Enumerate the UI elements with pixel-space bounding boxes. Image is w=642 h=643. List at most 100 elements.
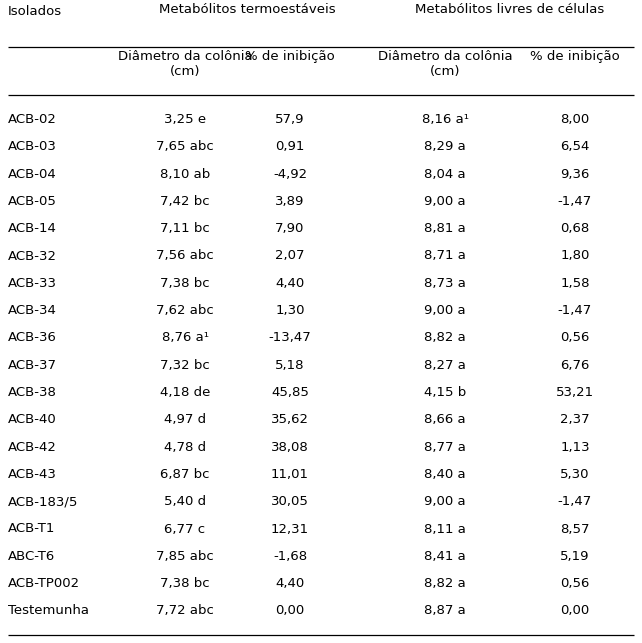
Text: -1,68: -1,68 [273,550,307,563]
Text: ACB-36: ACB-36 [8,331,57,345]
Text: % de inibição: % de inibição [245,50,335,63]
Text: ACB-37: ACB-37 [8,359,57,372]
Text: -13,47: -13,47 [268,331,311,345]
Text: ACB-04: ACB-04 [8,168,56,181]
Text: 8,29 a: 8,29 a [424,140,466,153]
Text: 8,77 a: 8,77 a [424,440,466,453]
Text: ACB-02: ACB-02 [8,113,57,126]
Text: 9,00 a: 9,00 a [424,495,466,508]
Text: 9,00 a: 9,00 a [424,195,466,208]
Text: -1,47: -1,47 [558,304,592,317]
Text: Testemunha: Testemunha [8,604,89,617]
Text: ACB-183/5: ACB-183/5 [8,495,78,508]
Text: ACB-38: ACB-38 [8,386,57,399]
Text: 8,11 a: 8,11 a [424,523,466,536]
Text: -4,92: -4,92 [273,168,307,181]
Text: 0,00: 0,00 [560,604,589,617]
Text: 9,00 a: 9,00 a [424,304,466,317]
Text: 7,62 abc: 7,62 abc [156,304,214,317]
Text: 8,76 a¹: 8,76 a¹ [162,331,209,345]
Text: 3,25 e: 3,25 e [164,113,206,126]
Text: -1,47: -1,47 [558,495,592,508]
Text: 3,89: 3,89 [275,195,305,208]
Text: 35,62: 35,62 [271,413,309,426]
Text: 4,78 d: 4,78 d [164,440,206,453]
Text: 2,07: 2,07 [275,249,305,262]
Text: 0,68: 0,68 [560,222,589,235]
Text: ABC-T6: ABC-T6 [8,550,55,563]
Text: 8,82 a: 8,82 a [424,577,466,590]
Text: ACB-14: ACB-14 [8,222,57,235]
Text: 8,04 a: 8,04 a [424,168,466,181]
Text: 4,97 d: 4,97 d [164,413,206,426]
Text: ACB-42: ACB-42 [8,440,57,453]
Text: 7,42 bc: 7,42 bc [160,195,210,208]
Text: 7,65 abc: 7,65 abc [156,140,214,153]
Text: 8,82 a: 8,82 a [424,331,466,345]
Text: 8,71 a: 8,71 a [424,249,466,262]
Text: 57,9: 57,9 [275,113,305,126]
Text: 6,54: 6,54 [560,140,590,153]
Text: 5,40 d: 5,40 d [164,495,206,508]
Text: Metabólitos termoestáveis: Metabólitos termoestáveis [159,3,336,16]
Text: 8,10 ab: 8,10 ab [160,168,210,181]
Text: 30,05: 30,05 [271,495,309,508]
Text: 8,87 a: 8,87 a [424,604,466,617]
Text: ACB-43: ACB-43 [8,468,57,481]
Text: 6,87 bc: 6,87 bc [160,468,210,481]
Text: 12,31: 12,31 [271,523,309,536]
Text: 8,27 a: 8,27 a [424,359,466,372]
Text: 8,40 a: 8,40 a [424,468,466,481]
Text: ACB-32: ACB-32 [8,249,57,262]
Text: 7,90: 7,90 [275,222,305,235]
Text: 7,85 abc: 7,85 abc [156,550,214,563]
Text: 8,81 a: 8,81 a [424,222,466,235]
Text: 1,58: 1,58 [560,276,590,290]
Text: 4,18 de: 4,18 de [160,386,210,399]
Text: 7,56 abc: 7,56 abc [156,249,214,262]
Text: 7,32 bc: 7,32 bc [160,359,210,372]
Text: 7,11 bc: 7,11 bc [160,222,210,235]
Text: 8,73 a: 8,73 a [424,276,466,290]
Text: Metabólitos livres de células: Metabólitos livres de células [415,3,605,16]
Text: 6,76: 6,76 [560,359,590,372]
Text: ACB-33: ACB-33 [8,276,57,290]
Text: ACB-40: ACB-40 [8,413,56,426]
Text: 8,16 a¹: 8,16 a¹ [422,113,469,126]
Text: 1,13: 1,13 [560,440,590,453]
Text: 4,40: 4,40 [275,577,304,590]
Text: 8,41 a: 8,41 a [424,550,466,563]
Text: 0,56: 0,56 [560,577,590,590]
Text: ACB-TP002: ACB-TP002 [8,577,80,590]
Text: 1,80: 1,80 [560,249,590,262]
Text: 2,37: 2,37 [560,413,590,426]
Text: 5,30: 5,30 [560,468,590,481]
Text: Isolados: Isolados [8,5,62,18]
Text: 7,38 bc: 7,38 bc [160,276,210,290]
Text: 45,85: 45,85 [271,386,309,399]
Text: 8,66 a: 8,66 a [424,413,466,426]
Text: % de inibição: % de inibição [530,50,620,63]
Text: -1,47: -1,47 [558,195,592,208]
Text: 9,36: 9,36 [560,168,590,181]
Text: ACB-34: ACB-34 [8,304,57,317]
Text: 6,77 c: 6,77 c [164,523,205,536]
Text: 0,91: 0,91 [275,140,305,153]
Text: 7,72 abc: 7,72 abc [156,604,214,617]
Text: 1,30: 1,30 [275,304,305,317]
Text: ACB-03: ACB-03 [8,140,57,153]
Text: ACB-T1: ACB-T1 [8,523,55,536]
Text: 0,00: 0,00 [275,604,304,617]
Text: 4,15 b: 4,15 b [424,386,466,399]
Text: 5,19: 5,19 [560,550,590,563]
Text: 0,56: 0,56 [560,331,590,345]
Text: 7,38 bc: 7,38 bc [160,577,210,590]
Text: 8,00: 8,00 [560,113,589,126]
Text: 4,40: 4,40 [275,276,304,290]
Text: 5,18: 5,18 [275,359,305,372]
Text: 38,08: 38,08 [271,440,309,453]
Text: ACB-05: ACB-05 [8,195,57,208]
Text: Diâmetro da colônia
(cm): Diâmetro da colônia (cm) [117,50,252,78]
Text: Diâmetro da colônia
(cm): Diâmetro da colônia (cm) [377,50,512,78]
Text: 8,57: 8,57 [560,523,590,536]
